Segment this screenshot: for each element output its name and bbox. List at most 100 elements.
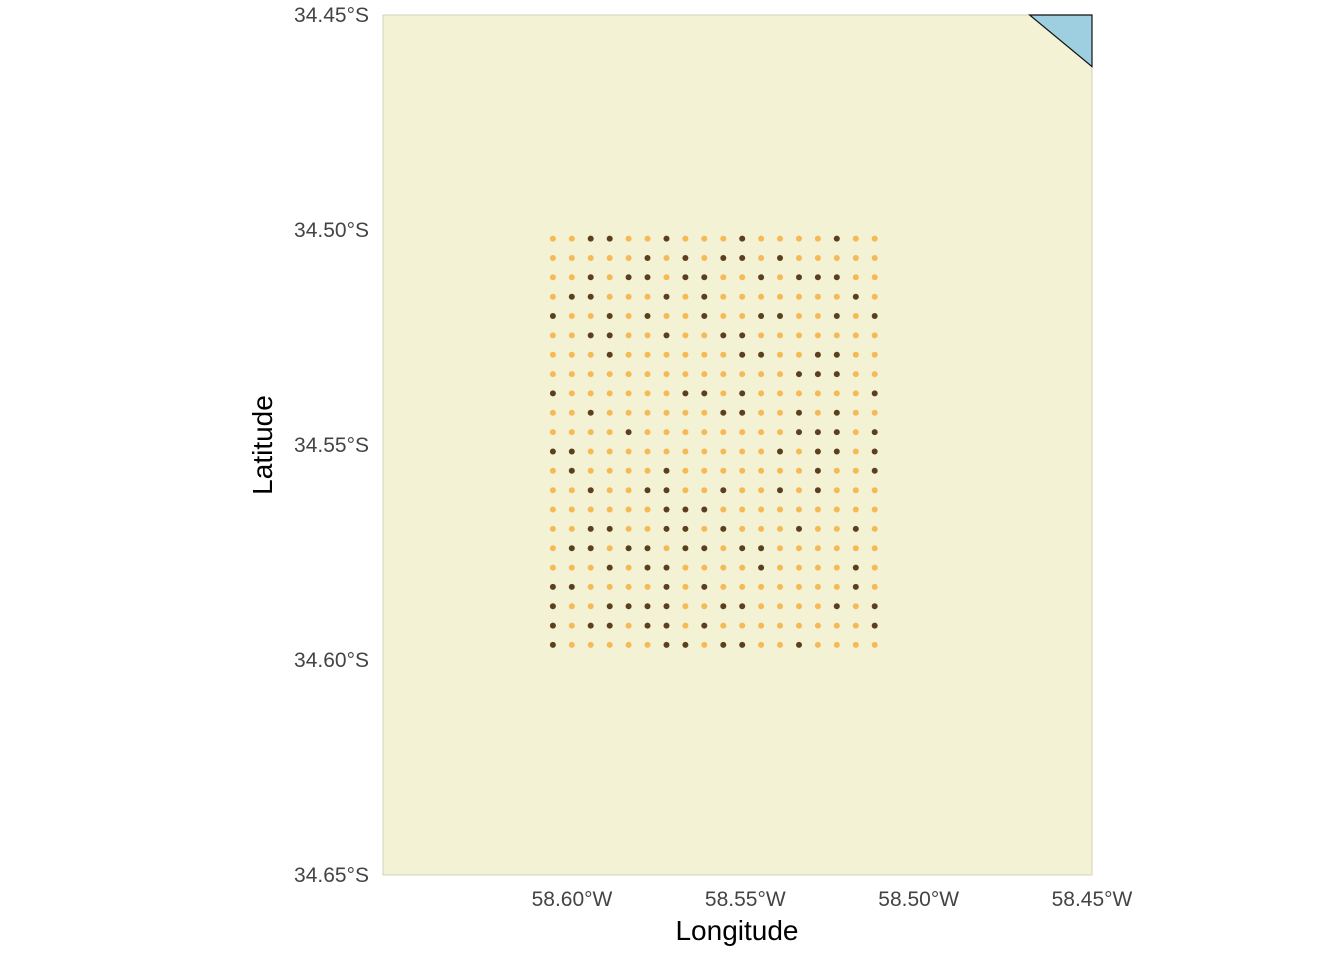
sample-point-dark bbox=[587, 545, 594, 552]
sample-point-light bbox=[625, 448, 632, 455]
sample-point-dark bbox=[549, 641, 556, 648]
sample-point-dark bbox=[777, 313, 783, 319]
sample-point-light bbox=[777, 583, 783, 590]
sample-point-dark bbox=[682, 255, 689, 261]
sample-point-light bbox=[587, 603, 594, 610]
sample-point-light bbox=[852, 313, 859, 319]
sample-point-dark bbox=[758, 274, 765, 281]
sample-point-dark bbox=[625, 429, 632, 436]
sample-point-dark bbox=[606, 603, 613, 610]
sample-point-dark bbox=[606, 235, 613, 242]
sample-point-light bbox=[814, 506, 821, 513]
sample-point-light bbox=[682, 603, 689, 610]
sample-point-light bbox=[663, 274, 670, 281]
sample-point-light bbox=[814, 390, 821, 397]
sample-point-light bbox=[777, 506, 783, 513]
sample-point-light bbox=[606, 390, 613, 397]
sample-point-light bbox=[682, 332, 689, 339]
sample-point-light bbox=[625, 235, 632, 242]
sample-point-light bbox=[833, 622, 840, 629]
sample-point-dark bbox=[871, 622, 878, 629]
sample-point-light bbox=[568, 487, 575, 494]
sample-point-dark bbox=[833, 313, 840, 319]
sample-point-light bbox=[796, 564, 802, 571]
sample-point-light bbox=[739, 429, 746, 436]
sample-point-light bbox=[682, 313, 689, 319]
sample-point-light bbox=[833, 564, 840, 571]
sample-point-light bbox=[796, 467, 802, 474]
sample-point-dark bbox=[663, 467, 670, 474]
sample-point-light bbox=[625, 293, 632, 300]
sample-point-dark bbox=[682, 390, 689, 397]
sample-point-light bbox=[833, 525, 840, 532]
sample-point-light bbox=[644, 525, 651, 532]
sample-point-light bbox=[625, 313, 632, 319]
sample-point-light bbox=[587, 313, 594, 319]
sample-point-light bbox=[568, 622, 575, 629]
sample-point-light bbox=[833, 390, 840, 397]
sample-point-light bbox=[568, 371, 575, 378]
sample-point-dark bbox=[777, 487, 783, 494]
sample-points bbox=[549, 235, 878, 648]
sample-point-light bbox=[568, 525, 575, 532]
sample-point-light bbox=[796, 332, 802, 339]
sample-point-light bbox=[852, 467, 859, 474]
sample-point-light bbox=[871, 293, 878, 300]
sample-point-dark bbox=[871, 603, 878, 610]
sample-point-light bbox=[644, 293, 651, 300]
y-axis-ticks: 34.45°S 34.50°S 34.55°S 34.60°S 34.65°S bbox=[294, 4, 369, 887]
sample-point-light bbox=[625, 506, 632, 513]
sample-point-light bbox=[814, 583, 821, 590]
sample-point-light bbox=[720, 351, 727, 358]
x-axis-title: Longitude bbox=[675, 915, 798, 946]
y-tick-label: 34.45°S bbox=[294, 4, 369, 27]
x-tick-label: 58.55°W bbox=[705, 888, 786, 911]
sample-point-light bbox=[587, 351, 594, 358]
sample-point-light bbox=[814, 332, 821, 339]
sample-point-light bbox=[644, 467, 651, 474]
sample-point-light bbox=[682, 487, 689, 494]
sample-point-light bbox=[663, 429, 670, 436]
sample-point-dark bbox=[587, 274, 594, 281]
sample-point-light bbox=[549, 467, 556, 474]
sample-point-light bbox=[814, 313, 821, 319]
sample-point-light bbox=[814, 255, 821, 261]
sample-point-dark bbox=[682, 525, 689, 532]
sample-point-dark bbox=[796, 409, 802, 416]
sample-point-light bbox=[777, 293, 783, 300]
sample-point-light bbox=[587, 448, 594, 455]
sample-point-dark bbox=[568, 293, 575, 300]
sample-point-dark bbox=[720, 525, 727, 532]
sample-point-dark bbox=[701, 274, 708, 281]
sample-point-light bbox=[852, 274, 859, 281]
y-tick-label: 34.55°S bbox=[294, 434, 369, 457]
sample-point-light bbox=[644, 332, 651, 339]
sample-point-light bbox=[758, 506, 765, 513]
sample-point-dark bbox=[549, 448, 556, 455]
sample-point-dark bbox=[701, 622, 708, 629]
sample-point-dark bbox=[739, 351, 746, 358]
sample-point-dark bbox=[871, 390, 878, 397]
sample-point-dark bbox=[682, 545, 689, 552]
sample-point-light bbox=[663, 448, 670, 455]
sample-point-dark bbox=[587, 487, 594, 494]
sample-point-light bbox=[549, 351, 556, 358]
sample-point-dark bbox=[682, 641, 689, 648]
sample-point-light bbox=[833, 332, 840, 339]
sample-point-dark bbox=[814, 429, 821, 436]
sample-point-dark bbox=[644, 487, 651, 494]
sample-point-light bbox=[796, 255, 802, 261]
sample-point-light bbox=[852, 351, 859, 358]
sample-point-light bbox=[852, 603, 859, 610]
sample-point-dark bbox=[701, 545, 708, 552]
sample-point-dark bbox=[852, 293, 859, 300]
sample-point-light bbox=[701, 641, 708, 648]
sample-point-light bbox=[606, 487, 613, 494]
sample-point-light bbox=[663, 545, 670, 552]
sample-point-dark bbox=[739, 641, 746, 648]
sample-point-light bbox=[796, 448, 802, 455]
sample-point-light bbox=[720, 506, 727, 513]
sample-point-light bbox=[568, 255, 575, 261]
sample-point-light bbox=[758, 371, 765, 378]
